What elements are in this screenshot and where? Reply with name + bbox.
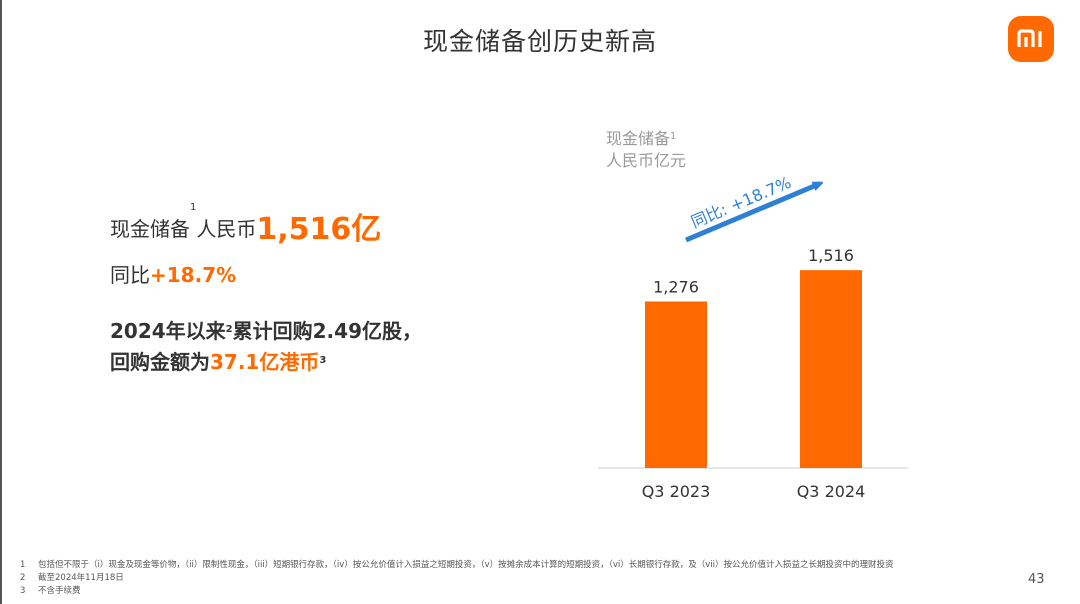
bar-value-label: 1,516: [808, 246, 854, 265]
yoy-statement: 同比+18.7%: [110, 259, 236, 288]
mi-logo-glyph: [1017, 29, 1042, 47]
buyback-line-1: 2024年以来2累计回购2.49亿股，: [110, 316, 422, 347]
footnote-3: 3 不含手续费: [20, 586, 81, 596]
footnote-ref-1: 1: [190, 202, 197, 213]
currency-label: 人民币: [196, 217, 257, 241]
bar-q3-2024: [800, 270, 862, 468]
bar-q3-2023: [645, 301, 707, 468]
bar-value-label: 1,276: [653, 277, 699, 296]
buyback-amount-value: 37.1亿港币: [210, 350, 320, 374]
yoy-value: +18.7%: [150, 263, 237, 287]
cash-reserve-label: 现金储备: [110, 217, 190, 241]
footnote-ref-3: 3: [319, 355, 327, 366]
buyback-statement: 2024年以来2累计回购2.49亿股， 回购金额为37.1亿港币3: [110, 316, 422, 378]
chart-unit-label: 现金储备1 人民币亿元: [606, 128, 686, 172]
page-number: 43: [1028, 572, 1045, 587]
buyback-amount-label: 回购金额为: [110, 350, 210, 374]
buyback-shares: 累计回购2.49亿股，: [232, 319, 422, 343]
chart-bars-group: 1,276 Q3 2023 1,516 Q3 2024: [642, 246, 866, 501]
category-label: Q3 2024: [797, 482, 866, 501]
xiaomi-logo-icon: [1008, 16, 1054, 62]
chart-unit: 人民币亿元: [606, 151, 687, 170]
footnote-1: 1 包括但不限于（i）现金及现金等价物，（ii）限制性现金，（iii）短期银行存款…: [20, 560, 894, 570]
cash-reserve-statement: 现金储备1 人民币1,516亿: [110, 202, 382, 248]
buyback-line-2: 回购金额为37.1亿港币3: [110, 347, 422, 378]
category-label: Q3 2023: [642, 482, 711, 501]
chart-title: 现金储备: [606, 129, 671, 148]
growth-arrow: [685, 184, 819, 243]
slide-left-border: [0, 0, 2, 604]
chart-title-footnote: 1: [670, 131, 677, 142]
buyback-period: 2024年以来: [110, 319, 226, 343]
yoy-label: 同比: [110, 263, 150, 287]
slide-title: 现金储备创历史新高: [422, 27, 657, 56]
growth-trend-group: 同比: +18.7%: [685, 173, 819, 243]
footnote-2: 2 截至2024年11月18日: [20, 573, 124, 583]
footnote-ref-2: 2: [225, 324, 233, 335]
cash-reserve-value: 1,516亿: [256, 212, 382, 247]
footnotes: 1 包括但不限于（i）现金及现金等价物，（ii）限制性现金，（iii）短期银行存款…: [20, 559, 894, 598]
